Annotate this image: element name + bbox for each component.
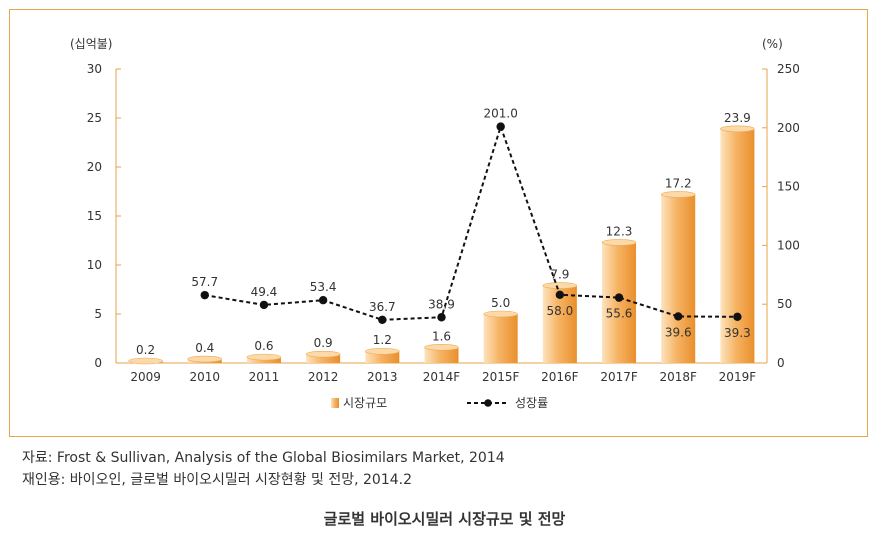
growth-value-label: 38.9 [428, 297, 455, 311]
bar-value-label: 23.9 [724, 111, 751, 125]
bar-top [128, 357, 163, 365]
right-tick-label: 100 [777, 238, 800, 252]
growth-point [733, 312, 742, 321]
bar-value-label: 0.6 [254, 339, 273, 353]
right-tick-label: 250 [777, 62, 800, 76]
growth-value-label: 58.0 [547, 304, 574, 318]
x-tick-label: 2014F [423, 370, 461, 384]
bar-top [542, 282, 578, 289]
right-tick-label: 0 [777, 356, 785, 370]
left-tick-label: 30 [87, 62, 102, 76]
bar [720, 128, 755, 363]
bar-top [305, 350, 341, 358]
growth-point [318, 296, 328, 305]
growth-point [200, 290, 209, 300]
growth-line [204, 123, 738, 321]
bar-top [601, 239, 637, 246]
growth-point [614, 293, 624, 302]
bar-value-label: 0.2 [136, 343, 155, 357]
growth-value-label: 39.3 [724, 326, 751, 340]
legend-line-marker [484, 399, 492, 407]
chart-frame [9, 9, 868, 437]
growth-value-label: 57.7 [191, 275, 218, 289]
x-tick-label: 2010 [189, 370, 220, 384]
bar-top [660, 191, 696, 198]
bar [602, 242, 637, 363]
bar-top [246, 353, 282, 361]
bar-value-label: 17.2 [665, 176, 692, 190]
x-tick-label: 2016F [541, 370, 579, 384]
growth-value-label: 55.6 [606, 307, 633, 321]
x-tick-label: 2011 [249, 370, 280, 384]
left-tick-label: 20 [87, 160, 102, 174]
bar-value-label: 0.4 [195, 341, 214, 355]
growth-point [555, 290, 565, 299]
x-tick-label: 2018F [660, 370, 698, 384]
right-tick-label: 50 [777, 297, 792, 311]
growth-point [437, 313, 446, 322]
legend-bar-label: 시장규모 [343, 396, 387, 410]
left-tick-label: 25 [87, 111, 102, 125]
bar-value-label: 5.0 [491, 296, 510, 310]
growth-value-label: 49.4 [251, 285, 278, 299]
left-tick-label: 10 [87, 258, 102, 272]
source-reprint: 재인용: 바이오인, 글로벌 바이오시밀러 시장현황 및 전망, 2014.2 [22, 472, 412, 488]
x-tick-label: 2013 [367, 370, 398, 384]
growth-value-label: 201.0 [484, 107, 518, 121]
growth-value-label: 53.4 [310, 280, 337, 294]
bar [661, 194, 696, 363]
right-axis-label: (%) [762, 37, 783, 51]
x-tick-label: 2019F [719, 370, 757, 384]
x-tick-label: 2017F [600, 370, 638, 384]
growth-value-label: 39.6 [665, 325, 692, 339]
bar-value-label: 12.3 [606, 224, 633, 238]
growth-point [674, 312, 683, 321]
x-tick-label: 2009 [130, 370, 161, 384]
bar-top [187, 355, 223, 363]
growth-point [259, 300, 269, 310]
bar [365, 351, 400, 363]
bar-value-label: 1.2 [373, 333, 392, 347]
chart: 0 5 10 15 20 25 30 0 50 100 150 200 250 (십억불) (%) 2009 2… [70, 37, 800, 410]
bar-value-label: 7.9 [550, 268, 569, 282]
x-tick-label: 2012 [308, 370, 339, 384]
bar-value-label: 1.6 [432, 329, 451, 343]
growth-point [496, 122, 505, 131]
bar-top [365, 347, 400, 355]
bar-top [483, 310, 518, 318]
bar [483, 314, 518, 363]
growth-point [378, 315, 387, 325]
legend-line-label: 성장률 [515, 396, 548, 410]
right-tick-label: 200 [777, 121, 800, 135]
left-tick-label: 0 [94, 356, 102, 370]
growth-value-label: 36.7 [369, 300, 396, 314]
left-axis-label: (십억불) [70, 37, 112, 51]
bar-value-label: 0.9 [314, 336, 333, 350]
left-tick-label: 15 [87, 209, 102, 223]
bar [306, 354, 341, 363]
left-tick-label: 5 [94, 307, 102, 321]
right-tick-label: 150 [777, 180, 800, 194]
source-citation: 자료: Frost & Sullivan, Analysis of the Gl… [22, 450, 505, 466]
figure-caption: 글로벌 바이오시밀러 시장규모 및 전망 [323, 510, 566, 528]
x-tick-label: 2015F [482, 370, 520, 384]
bar-top [720, 125, 755, 133]
bar [424, 347, 459, 363]
legend-bar-swatch [331, 398, 339, 408]
bar-top [424, 344, 459, 351]
